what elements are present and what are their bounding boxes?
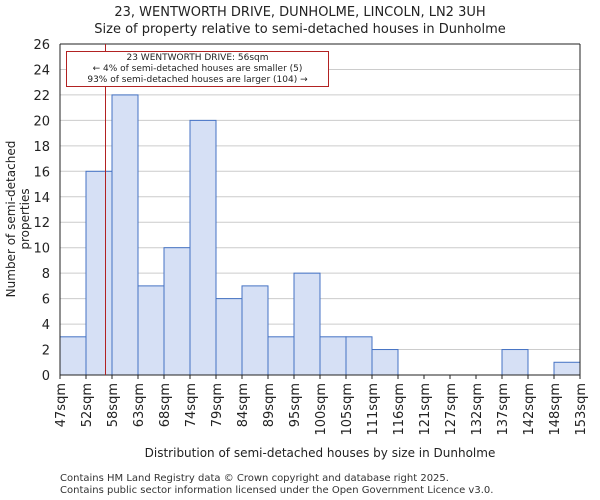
- x-tick-label: 68sqm: [158, 383, 173, 427]
- x-tick-label: 142sqm: [522, 383, 537, 436]
- x-tick-label: 121sqm: [418, 383, 433, 436]
- y-tick-label: 2: [42, 344, 50, 359]
- histogram-bar: [85, 170, 113, 376]
- property-annotation-box: 23 WENTWORTH DRIVE: 56sqm ← 4% of semi-d…: [66, 51, 329, 87]
- x-tick-label: 127sqm: [444, 383, 459, 436]
- y-tick-label: 18: [33, 140, 50, 155]
- x-tick-label: 89sqm: [262, 383, 277, 427]
- histogram-bar: [371, 349, 399, 376]
- x-tick-label: 95sqm: [288, 383, 303, 427]
- x-tick-label: 137sqm: [496, 383, 511, 436]
- x-tick-label: 63sqm: [132, 383, 147, 427]
- y-axis-label: Number of semi-detached properties: [4, 140, 32, 298]
- y-tick-label: 26: [33, 38, 50, 53]
- chart-title: 23, WENTWORTH DRIVE, DUNHOLME, LINCOLN, …: [114, 5, 486, 20]
- histogram-bar: [59, 336, 87, 376]
- annotation-line-1: 23 WENTWORTH DRIVE: 56sqm: [126, 53, 269, 63]
- x-tick-label: 47sqm: [54, 383, 69, 427]
- x-tick-label: 79sqm: [210, 383, 225, 427]
- y-tick-label: 8: [42, 267, 50, 282]
- histogram-bar: [293, 272, 321, 376]
- y-tick-label: 22: [33, 89, 50, 104]
- y-tick-label: 0: [42, 369, 50, 384]
- histogram-bar: [215, 298, 243, 376]
- histogram-bar: [319, 336, 347, 376]
- x-tick-label: 52sqm: [80, 383, 95, 427]
- y-tick-label: 14: [33, 191, 50, 206]
- x-tick-label: 116sqm: [392, 383, 407, 436]
- x-tick-label: 74sqm: [184, 383, 199, 427]
- x-tick-label: 58sqm: [106, 383, 121, 427]
- histogram-bar: [241, 285, 269, 376]
- histogram-bar: [111, 94, 139, 376]
- x-tick-label: 148sqm: [548, 383, 563, 436]
- y-tick-label: 12: [33, 216, 50, 231]
- chart-subtitle: Size of property relative to semi-detach…: [94, 22, 506, 37]
- x-tick-label: 100sqm: [314, 383, 329, 436]
- histogram-bar: [137, 285, 165, 376]
- x-tick-label: 111sqm: [366, 383, 381, 436]
- x-tick-label: 153sqm: [574, 383, 589, 436]
- y-tick-label: 4: [42, 318, 50, 333]
- annotation-line-2: ← 4% of semi-detached houses are smaller…: [92, 64, 303, 74]
- annotation-line-3: 93% of semi-detached houses are larger (…: [87, 75, 308, 85]
- histogram-bar: [267, 336, 295, 376]
- y-tick-label: 10: [33, 242, 50, 257]
- x-tick-label: 132sqm: [470, 383, 485, 436]
- y-tick-label: 6: [42, 293, 50, 308]
- y-tick-label: 16: [33, 165, 50, 180]
- x-axis-label: Distribution of semi-detached houses by …: [144, 446, 496, 460]
- y-tick-label: 24: [33, 63, 50, 78]
- histogram-bar: [189, 119, 217, 376]
- histogram-bar: [345, 336, 373, 376]
- x-tick-label: 105sqm: [340, 383, 355, 436]
- footer-line-2: Contains public sector information licen…: [60, 485, 494, 496]
- histogram-bar: [501, 349, 529, 376]
- y-tick-label: 20: [33, 114, 50, 129]
- histogram-bar: [163, 247, 191, 376]
- footer-line-1: Contains HM Land Registry data © Crown c…: [60, 473, 449, 484]
- histogram-bar: [553, 361, 581, 376]
- x-tick-label: 84sqm: [236, 383, 251, 427]
